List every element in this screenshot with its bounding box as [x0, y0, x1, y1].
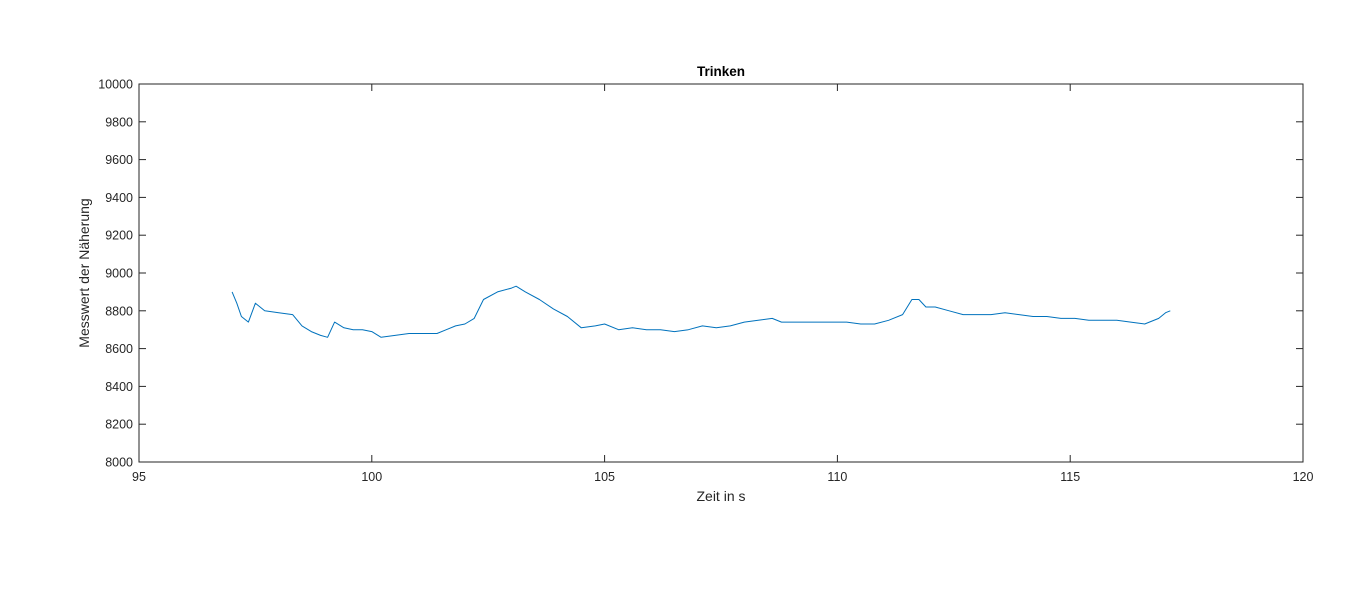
chart-title: Trinken: [697, 64, 745, 79]
series-line-0: [231, 285, 1171, 338]
x-tick-label: 115: [1060, 470, 1080, 484]
y-tick-label: 8200: [105, 418, 133, 432]
series-layer: [231, 285, 1171, 338]
y-tick-label: 8800: [105, 304, 133, 318]
y-tick-label: 8600: [105, 342, 133, 356]
x-tick-label: 105: [594, 470, 615, 484]
y-tick-label: 8400: [105, 380, 133, 394]
plot-area: [139, 84, 1303, 462]
y-tick-label: 8000: [105, 456, 133, 470]
x-axis-label: Zeit in s: [696, 488, 745, 504]
y-tick-label: 9200: [105, 229, 133, 243]
y-tick-label: 10000: [98, 78, 133, 92]
x-tick-label: 110: [827, 470, 847, 484]
plot-frame: [138, 83, 1304, 463]
y-tick-label: 9600: [105, 153, 133, 167]
y-tick-label: 9000: [105, 267, 133, 281]
x-tick-label: 95: [132, 470, 146, 484]
x-tick-label: 120: [1293, 470, 1314, 484]
x-tick-label: 100: [361, 470, 382, 484]
y-axis-label: Messwert der Näherung: [76, 198, 92, 347]
y-tick-label: 9400: [105, 191, 133, 205]
y-tick-label: 9800: [105, 115, 133, 129]
